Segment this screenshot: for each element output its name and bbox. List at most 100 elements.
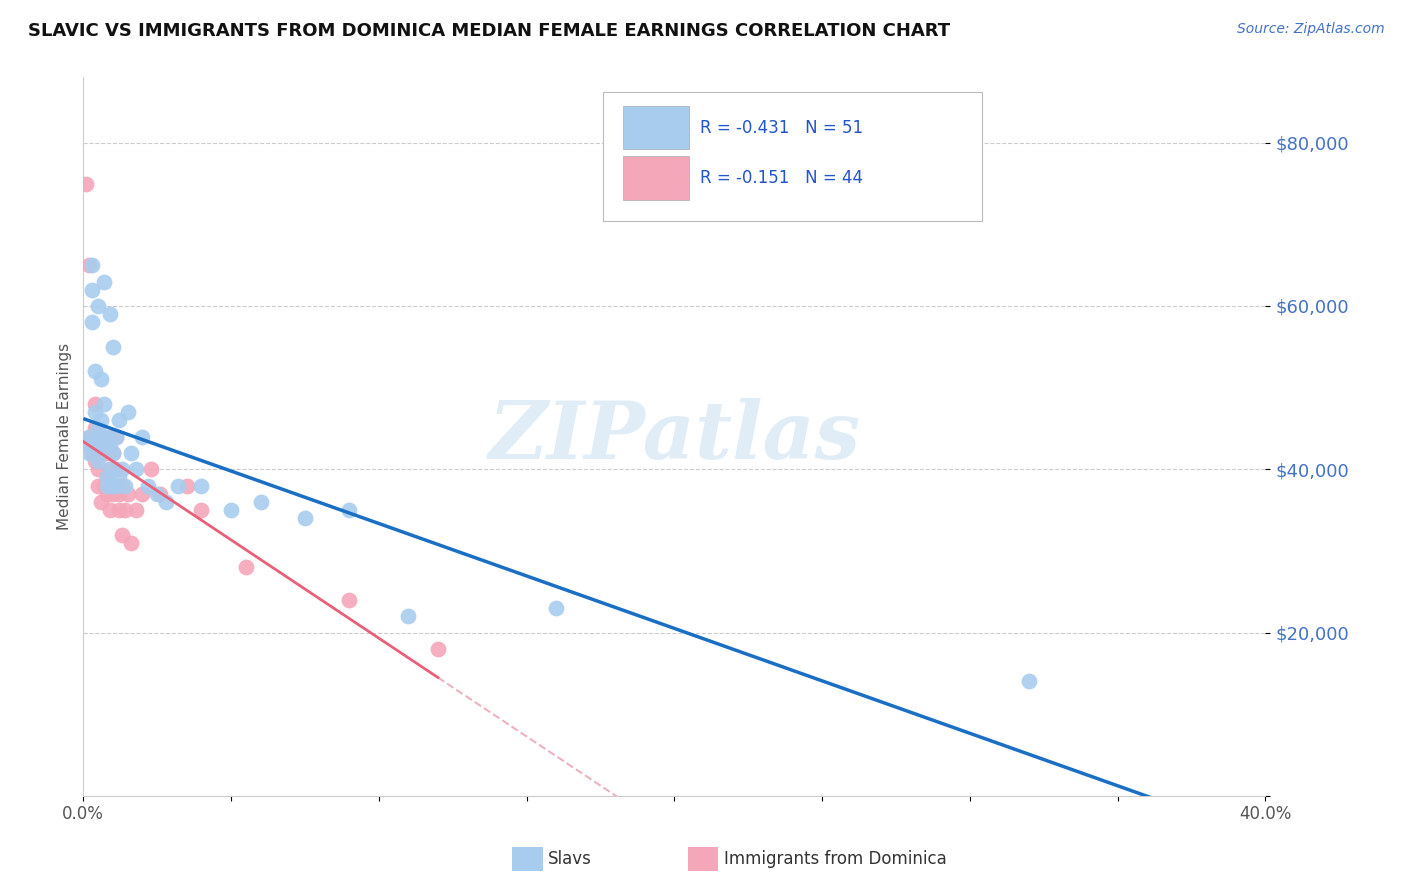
Point	[93, 478, 115, 492]
Point	[111, 478, 134, 492]
Point	[75, 438, 97, 452]
Point	[82, 438, 104, 452]
Point	[120, 535, 142, 549]
Point	[166, 478, 188, 492]
Point	[82, 283, 104, 297]
Point	[96, 487, 118, 501]
Point	[114, 478, 136, 492]
Point	[104, 478, 127, 492]
Point	[190, 503, 212, 517]
Point	[98, 462, 121, 476]
Text: R = -0.151   N = 44: R = -0.151 N = 44	[700, 169, 863, 187]
Point	[98, 462, 121, 476]
Point	[294, 511, 316, 525]
Point	[104, 429, 127, 443]
Point	[84, 397, 107, 411]
Point	[87, 454, 110, 468]
Text: R = -0.431   N = 51: R = -0.431 N = 51	[700, 119, 863, 136]
Point	[131, 429, 153, 443]
Point	[77, 446, 100, 460]
Point	[84, 405, 107, 419]
Point	[98, 503, 121, 517]
Point	[146, 487, 169, 501]
Point	[101, 478, 124, 492]
Point	[77, 258, 100, 272]
Point	[155, 495, 177, 509]
Point	[90, 446, 112, 460]
Point	[111, 527, 134, 541]
Point	[111, 462, 134, 476]
Point	[90, 495, 112, 509]
Point	[98, 429, 121, 443]
FancyBboxPatch shape	[623, 156, 689, 200]
Point	[117, 487, 139, 501]
Point	[136, 478, 159, 492]
Point	[82, 315, 104, 329]
Point	[107, 413, 129, 427]
Point	[82, 258, 104, 272]
Point	[87, 429, 110, 443]
Point	[426, 641, 449, 656]
Point	[75, 177, 97, 191]
Point	[90, 372, 112, 386]
Point	[101, 340, 124, 354]
Point	[125, 503, 148, 517]
Point	[82, 446, 104, 460]
Point	[84, 364, 107, 378]
Point	[114, 503, 136, 517]
Point	[90, 413, 112, 427]
Point	[98, 307, 121, 321]
Point	[96, 470, 118, 484]
Point	[120, 446, 142, 460]
Point	[117, 405, 139, 419]
Point	[104, 429, 127, 443]
Point	[87, 478, 110, 492]
Point	[176, 478, 198, 492]
Point	[107, 487, 129, 501]
Point	[219, 503, 242, 517]
Point	[141, 462, 163, 476]
Point	[90, 429, 112, 443]
FancyBboxPatch shape	[603, 92, 981, 221]
Point	[125, 462, 148, 476]
Point	[84, 438, 107, 452]
Point	[96, 478, 118, 492]
Point	[101, 478, 124, 492]
Point	[249, 495, 271, 509]
Point	[104, 462, 127, 476]
Point	[396, 609, 419, 624]
Y-axis label: Median Female Earnings: Median Female Earnings	[58, 343, 72, 530]
Point	[84, 421, 107, 435]
Point	[93, 438, 115, 452]
Point	[77, 429, 100, 443]
Point	[93, 438, 115, 452]
Point	[93, 397, 115, 411]
Point	[77, 429, 100, 443]
Text: Slavs: Slavs	[548, 850, 592, 868]
Point	[93, 429, 115, 443]
Point	[149, 487, 172, 501]
Point	[84, 454, 107, 468]
Point	[546, 601, 568, 615]
Text: SLAVIC VS IMMIGRANTS FROM DOMINICA MEDIAN FEMALE EARNINGS CORRELATION CHART: SLAVIC VS IMMIGRANTS FROM DOMINICA MEDIA…	[28, 22, 950, 40]
Point	[107, 470, 129, 484]
Point	[131, 487, 153, 501]
Point	[1018, 674, 1040, 689]
Point	[87, 462, 110, 476]
Point	[101, 487, 124, 501]
Point	[235, 560, 257, 574]
FancyBboxPatch shape	[623, 106, 689, 149]
Point	[98, 438, 121, 452]
Point	[337, 503, 360, 517]
Text: Source: ZipAtlas.com: Source: ZipAtlas.com	[1237, 22, 1385, 37]
Point	[101, 446, 124, 460]
Text: ZIPatlas: ZIPatlas	[488, 398, 860, 475]
Point	[96, 446, 118, 460]
Point	[190, 478, 212, 492]
Point	[93, 275, 115, 289]
Point	[96, 470, 118, 484]
Point	[87, 421, 110, 435]
Point	[107, 503, 129, 517]
Text: Immigrants from Dominica: Immigrants from Dominica	[724, 850, 946, 868]
Point	[87, 438, 110, 452]
